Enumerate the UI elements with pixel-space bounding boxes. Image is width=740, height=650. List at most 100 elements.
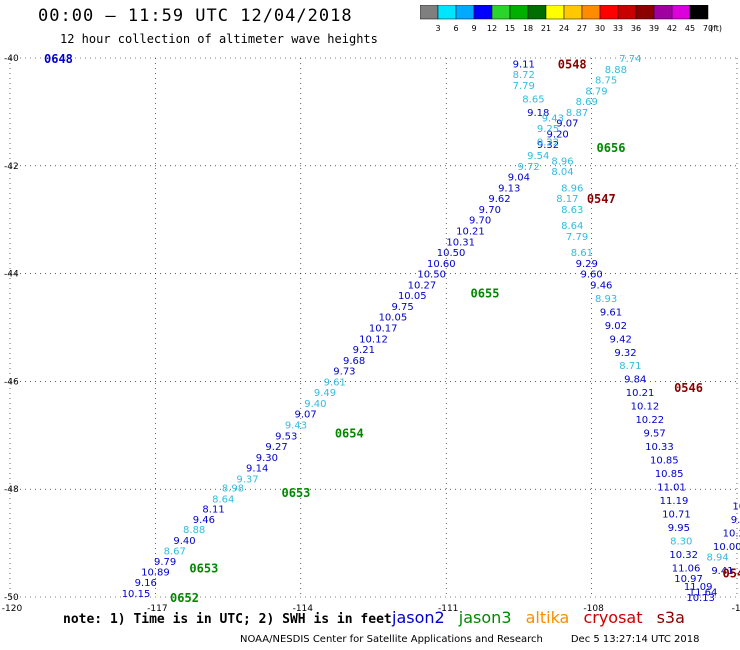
swh-label: 8.94 (706, 553, 728, 564)
time-label: 0547 (587, 192, 616, 206)
swh-label: 11.19 (660, 496, 689, 507)
footer-org: NOAA/NESDIS Center for Satellite Applica… (240, 634, 543, 645)
swh-label: 10.32 (669, 550, 698, 561)
y-tick-label: -40 (4, 54, 19, 64)
swh-label: 7.74 (619, 54, 641, 65)
swh-label: 8.67 (164, 547, 186, 558)
swh-label: 9.54 (527, 151, 549, 162)
y-tick-label: -50 (4, 593, 19, 603)
swh-label: 8.30 (670, 536, 692, 547)
swh-label: 7.79 (513, 81, 535, 92)
swh-label: 8.11 (202, 505, 224, 516)
x-tick-label: -120 (2, 604, 23, 614)
swh-label: 8.64 (212, 494, 234, 505)
swh-label: 10.33 (645, 442, 674, 453)
swh-label: 9.68 (343, 356, 365, 367)
swh-label: 8.04 (551, 167, 573, 178)
time-label: 0653 (282, 486, 311, 500)
swh-label: 9.27 (265, 442, 287, 453)
swh-label: 8.61 (571, 248, 593, 259)
swh-label: 8.64 (561, 221, 583, 232)
colorbar-label: 9 (471, 24, 476, 33)
swh-label: 9.16 (135, 578, 157, 589)
swh-label: 10.50 (437, 248, 466, 259)
swh-label: 10.85 (650, 456, 679, 467)
swh-label: 9.43 (542, 113, 564, 124)
swh-label: 9.75 (731, 515, 740, 526)
swh-label: 10.12 (631, 402, 660, 413)
legend-jason3: jason3 (458, 608, 512, 627)
colorbar-swatch (689, 5, 709, 20)
swh-label: 9.14 (246, 464, 268, 475)
colorbar-label: 3 (435, 24, 440, 33)
swh-label: 8.69 (576, 97, 598, 108)
swh-label: 10.20 (723, 528, 740, 539)
colorbar-label: (ft) (710, 24, 722, 33)
time-label: 0654 (335, 427, 364, 441)
swh-label: 10.00 (713, 542, 740, 553)
colorbar-label: 6 (453, 24, 458, 33)
y-tick-label: -48 (4, 485, 19, 495)
colorbar-label: 12 (487, 24, 497, 33)
swh-label: 10.22 (635, 415, 664, 426)
swh-label: 8.88 (183, 525, 205, 536)
swh-label: 10.13 (686, 593, 715, 604)
swh-label: 9.49 (314, 388, 336, 399)
colorbar-label: 39 (649, 24, 659, 33)
colorbar-label: 70 (703, 24, 713, 33)
swh-label: 9.22 (537, 138, 559, 149)
swh-label: 9.29 (576, 259, 598, 270)
swh-label: 8.96 (561, 183, 583, 194)
y-tick-label: -42 (4, 162, 19, 172)
swh-label: 7.79 (566, 232, 588, 243)
swh-label: 9.73 (333, 367, 355, 378)
swh-label: 8.65 (522, 94, 544, 105)
swh-label: 10.60 (427, 259, 456, 270)
swh-label: 9.41 (711, 566, 733, 577)
swh-label: 9.46 (590, 280, 612, 291)
swh-label: 8.88 (605, 65, 627, 76)
time-label: 0648 (44, 52, 73, 66)
legend-jason2: jason2 (392, 608, 445, 627)
swh-label: 8.63 (561, 205, 583, 216)
colorbar-label: 18 (523, 24, 533, 33)
chart-title: 00:00 — 11:59 UTC 12/04/2018 (38, 6, 353, 26)
colorbar-label: 33 (613, 24, 623, 33)
time-label: 0656 (597, 141, 626, 155)
swh-label: 9.07 (295, 410, 317, 421)
swh-label: 10.05 (379, 313, 408, 324)
swh-label: 9.32 (537, 140, 559, 151)
legend-cryosat: cryosat (583, 608, 643, 627)
swh-label: 9.75 (391, 302, 413, 313)
satellite-legend: jason2 jason3 altika cryosat s3a (392, 608, 694, 627)
swh-label: 10.05 (398, 291, 427, 302)
swh-label: 9.95 (668, 523, 690, 534)
x-tick-label: -114 (293, 604, 314, 614)
swh-label: 11.06 (672, 563, 701, 574)
colorbar-label: 36 (631, 24, 641, 33)
swh-label: 10.17 (369, 324, 398, 335)
swh-label: 9.62 (488, 194, 510, 205)
swh-label: 10.15 (122, 589, 151, 600)
colorbar-label: 24 (559, 24, 569, 33)
swh-label: 8.71 (619, 361, 641, 372)
swh-label: 9.40 (173, 536, 195, 547)
time-label: 0653 (189, 561, 218, 575)
time-label: 0548 (558, 57, 587, 71)
footer: NOAA/NESDIS Center for Satellite Applica… (240, 634, 727, 645)
footer-timestamp: Dec 5 13:27:14 UTC 2018 (570, 634, 700, 645)
swh-label: 9.32 (614, 348, 636, 359)
legend-s3a: s3a (656, 608, 685, 627)
x-tick-label: -117 (147, 604, 167, 614)
colorbar-label: 21 (541, 24, 551, 33)
swh-label: 9.46 (193, 515, 215, 526)
swh-label: 9.11 (513, 59, 535, 70)
y-tick-label: -46 (4, 377, 19, 387)
swh-label: 11.09 (684, 582, 713, 593)
swh-label: 9.57 (643, 429, 665, 440)
time-label: 0546 (674, 381, 703, 395)
time-label: 0652 (170, 591, 199, 605)
swh-label: 9.43 (285, 421, 307, 432)
swh-label: 8.75 (595, 76, 617, 87)
